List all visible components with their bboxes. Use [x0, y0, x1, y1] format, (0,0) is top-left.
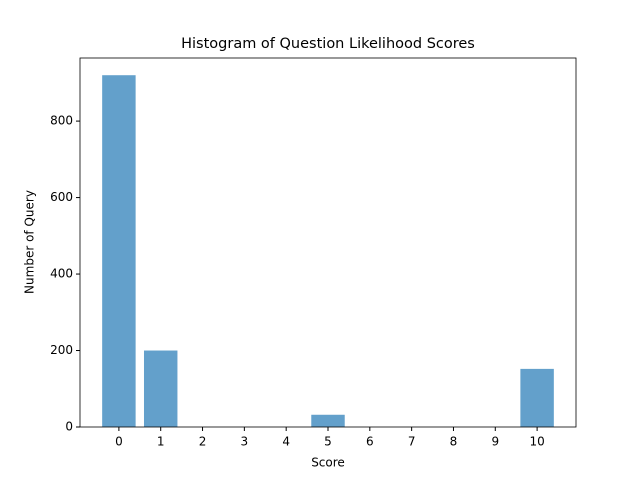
x-tick-label: 5: [324, 435, 332, 449]
x-tick-label: 4: [282, 435, 290, 449]
bar: [311, 414, 345, 427]
bar: [143, 350, 178, 427]
x-tick-label: 6: [366, 435, 374, 449]
x-tick-label: 1: [157, 435, 165, 449]
bar: [520, 368, 554, 427]
x-tick-label: 3: [241, 435, 249, 449]
x-axis-label: Score: [311, 456, 345, 470]
y-tick-label: 600: [50, 190, 73, 204]
y-axis-label: Number of Query: [23, 190, 37, 294]
x-tick-label: 2: [199, 435, 207, 449]
y-tick-label: 800: [50, 114, 73, 128]
x-tick-label: 7: [408, 435, 416, 449]
x-tick-label: 8: [450, 435, 458, 449]
chart-title: Histogram of Question Likelihood Scores: [181, 36, 475, 52]
y-tick-label: 200: [50, 343, 73, 357]
y-tick-label: 400: [50, 267, 73, 281]
x-tick-label: 9: [491, 435, 499, 449]
x-tick-label: 10: [529, 435, 544, 449]
x-tick-label: 0: [115, 435, 123, 449]
bar: [102, 75, 136, 428]
y-tick-label: 0: [65, 420, 73, 434]
plot-frame: [79, 57, 577, 428]
